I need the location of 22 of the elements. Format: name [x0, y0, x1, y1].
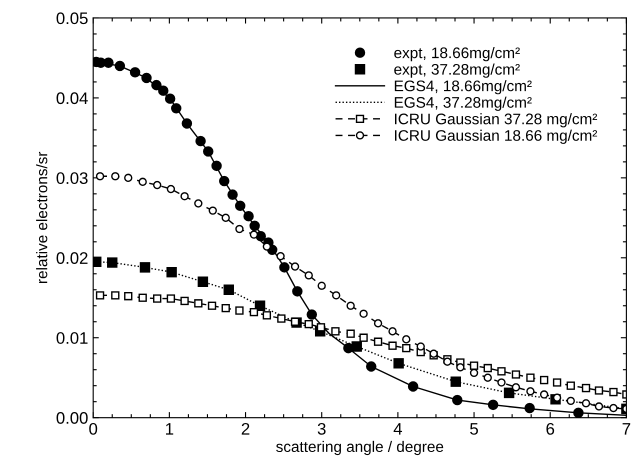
- x-tick-label: 4: [394, 423, 402, 435]
- x-tick-label: 1: [166, 423, 174, 435]
- x-axis-title: scattering angle / degree: [276, 440, 444, 456]
- y-tick-label: 0.01: [56, 332, 88, 344]
- y-tick-label: 0.04: [56, 92, 88, 104]
- y-tick-label: 0.00: [56, 412, 88, 424]
- y-tick-label: 0.02: [56, 252, 88, 264]
- legend-label: ICRU Gaussian 18.66 mg/cm²: [395, 130, 598, 144]
- legend-label: EGS4, 18.66mg/cm²: [394, 80, 532, 94]
- x-tick-label: 2: [242, 422, 250, 435]
- legend-label: ICRU Gaussian 37.28 mg/cm²: [395, 113, 598, 128]
- x-tick-label: 3: [318, 422, 326, 435]
- legend-label: expt, 37.28mg/cm²: [394, 64, 520, 78]
- legend-label: expt, 18.66mg/cm²: [394, 47, 520, 62]
- y-tick-label: 0.03: [56, 172, 88, 184]
- x-tick-label: 7: [622, 423, 630, 435]
- legend-label: EGS4, 37.28mg/cm²: [394, 96, 532, 111]
- y-tick-label: 0.05: [56, 12, 88, 24]
- y-axis-title: relative electrons/sr: [36, 152, 48, 284]
- x-tick-label: 6: [546, 422, 554, 435]
- x-tick-label: 5: [470, 423, 478, 435]
- x-tick-label: 0: [89, 422, 98, 435]
